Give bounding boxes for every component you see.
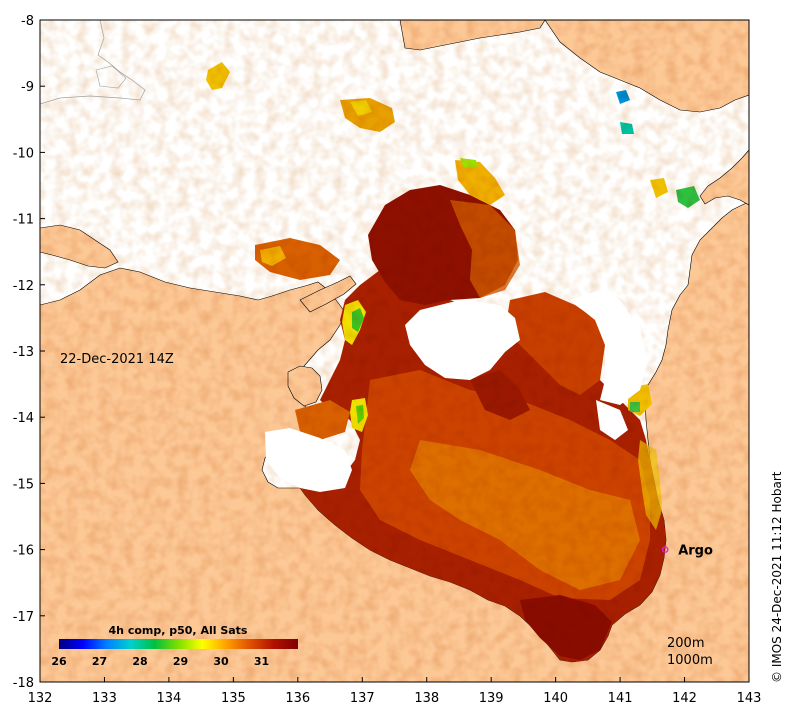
x-tick-label: 140 — [543, 691, 568, 706]
x-tick-label: 141 — [608, 691, 633, 706]
y-tick-label: -18 — [13, 676, 34, 691]
credit-text: © IMOS 24-Dec-2021 11:12 Hobart — [770, 471, 784, 683]
y-tick-label: -17 — [13, 610, 34, 625]
x-tick-label: 134 — [156, 691, 181, 706]
y-tick-label: -14 — [13, 411, 34, 426]
x-tick-label: 143 — [737, 691, 762, 706]
x-tick-label: 133 — [92, 691, 117, 706]
colorbar-tick-label: 31 — [254, 655, 269, 668]
y-tick-label: -11 — [13, 213, 34, 228]
contour-1000m — [95, 65, 127, 89]
colorbar: 4h comp, p50, All Sats 26 27 28 29 30 31 — [51, 624, 298, 668]
colorbar-gradient — [59, 639, 298, 649]
y-tick-label: -8 — [21, 14, 34, 29]
x-tick-label: 135 — [221, 691, 246, 706]
axis-ticks: 132 133 134 135 136 137 138 139 140 141 142 143 -8 -9… — [13, 14, 762, 706]
x-tick-label: 132 — [28, 691, 53, 706]
colorbar-tick-label: 26 — [51, 655, 67, 668]
y-tick-label: -12 — [13, 279, 34, 294]
colorbar-tick-label: 28 — [132, 655, 147, 668]
x-tick-label: 139 — [479, 691, 504, 706]
x-tick-label: 137 — [350, 691, 375, 706]
contour-200m — [40, 20, 146, 105]
contour-label-200m: 200m — [667, 636, 704, 651]
colorbar-tick-label: 30 — [213, 655, 229, 668]
cloud-gaps — [265, 290, 648, 492]
y-tick-label: -16 — [13, 544, 34, 559]
colorbar-tick-label: 29 — [173, 655, 188, 668]
date-label: 22-Dec-2021 14Z — [60, 352, 174, 367]
contour-label-1000m: 1000m — [667, 653, 713, 668]
y-tick-label: -13 — [13, 345, 34, 360]
y-tick-label: -9 — [21, 80, 34, 95]
colorbar-tick-label: 27 — [92, 655, 107, 668]
y-tick-label: -15 — [13, 477, 34, 492]
x-tick-label: 142 — [672, 691, 697, 706]
argo-label: Argo — [678, 544, 713, 559]
y-tick-label: -10 — [13, 146, 34, 161]
x-tick-label: 138 — [414, 691, 439, 706]
argo-float-marker[interactable] — [661, 546, 669, 553]
colorbar-title: 4h comp, p50, All Sats — [109, 624, 248, 637]
x-tick-label: 136 — [285, 691, 310, 706]
